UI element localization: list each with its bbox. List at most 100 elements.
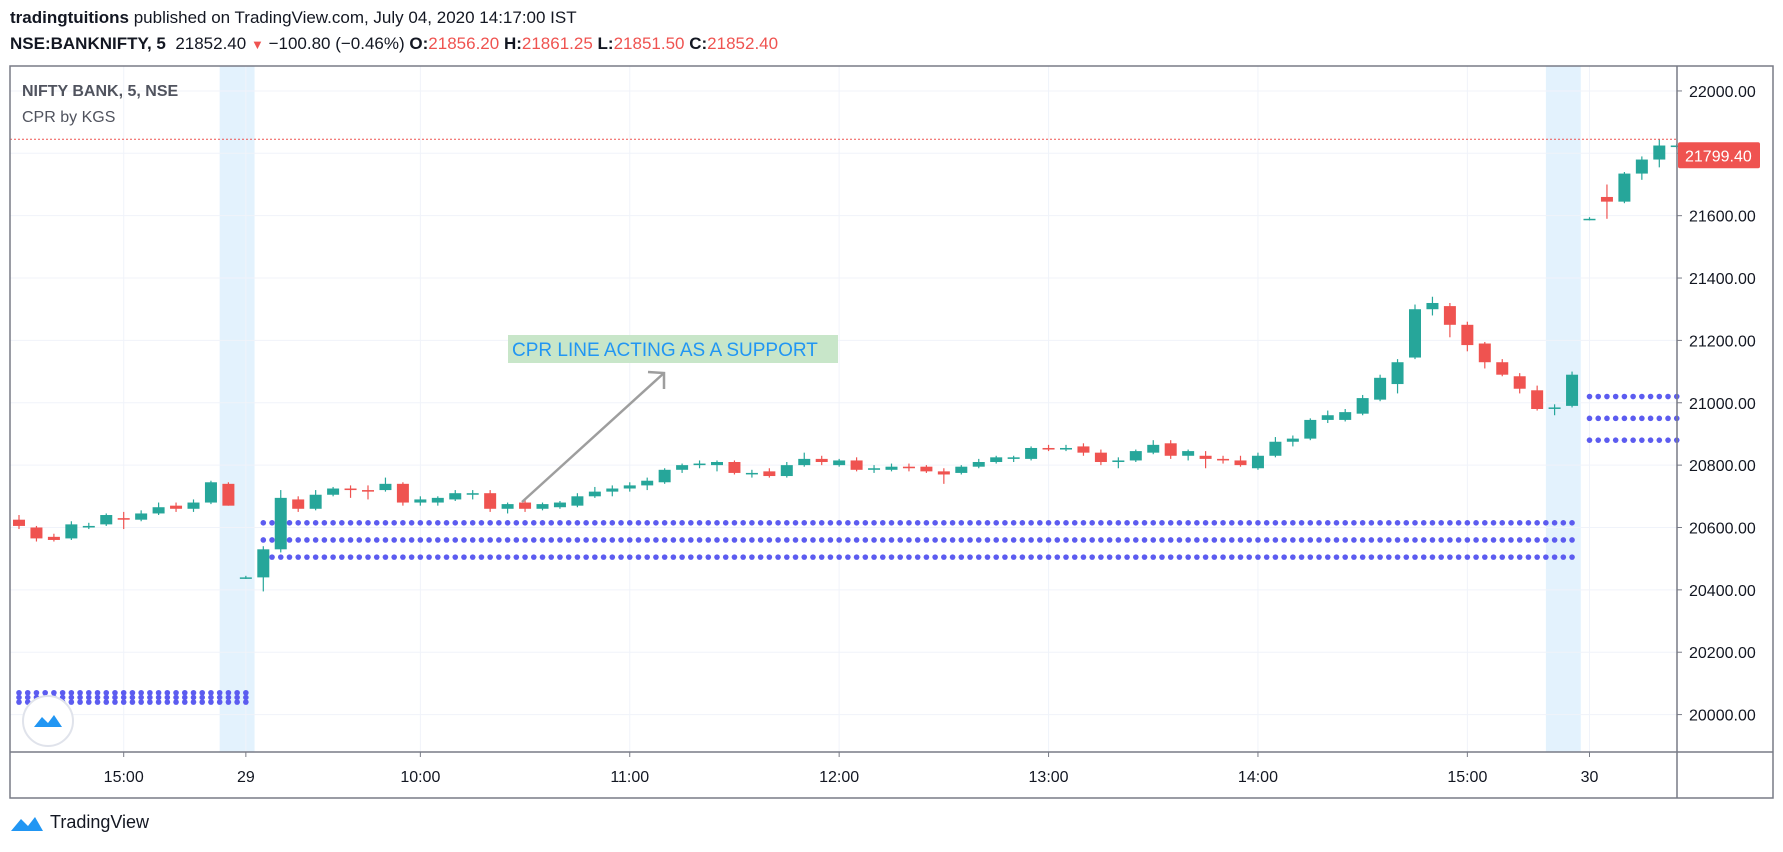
cpr-dot (1071, 520, 1078, 526)
cpr-dot (818, 520, 825, 526)
cpr-dot (225, 694, 232, 701)
cpr-dot (810, 520, 816, 526)
cpr-dot (827, 520, 834, 526)
cpr-dot (1508, 537, 1514, 543)
candle-body (990, 457, 1003, 463)
cpr-dot (373, 554, 380, 560)
cpr-dot (696, 554, 703, 560)
cpr-dot (1447, 520, 1453, 526)
footer-brand[interactable]: TradingView (10, 812, 149, 833)
cpr-dot (1333, 537, 1340, 543)
author-name[interactable]: tradingtuitions (10, 8, 129, 27)
cpr-dot (216, 694, 223, 701)
cpr-dot (1403, 554, 1410, 560)
candle (1217, 455, 1230, 464)
cpr-dot (1185, 520, 1191, 526)
cpr-dot (1499, 520, 1506, 526)
candle-body (1164, 443, 1177, 456)
cpr-dot (1002, 537, 1008, 543)
candle (82, 522, 95, 530)
candle-body (501, 504, 514, 509)
candle (1391, 359, 1404, 394)
candle (1461, 321, 1474, 352)
cpr-dot (408, 554, 415, 560)
cpr-dot (1298, 554, 1305, 560)
cpr-dot (443, 554, 450, 560)
y-tick-label: 21600.00 (1689, 209, 1756, 226)
cpr-dot (103, 699, 110, 705)
cpr-dot (1281, 520, 1287, 526)
cpr-dot (1473, 554, 1479, 560)
tradingview-logo-badge[interactable] (22, 695, 74, 747)
candle-body (1094, 452, 1107, 463)
candle-body (1443, 306, 1456, 325)
cpr-dot (775, 520, 781, 526)
cpr-dot (1647, 437, 1654, 443)
cpr-dot (1255, 537, 1261, 543)
candle-body (1566, 374, 1579, 406)
cpr-dot (94, 694, 101, 701)
candle-body (292, 499, 305, 509)
candle (431, 496, 444, 506)
candle-body (850, 460, 863, 470)
cpr-dot (321, 520, 328, 526)
cpr-dot (1508, 554, 1514, 560)
annotation-callout[interactable]: CPR LINE ACTING AS A SUPPORT (508, 335, 838, 503)
candle-body (972, 462, 985, 467)
cpr-dot (408, 520, 415, 526)
cpr-dot (722, 554, 729, 560)
cpr-dot (775, 554, 781, 560)
cpr-dot (984, 520, 991, 526)
indicator-title[interactable]: CPR by KGS (22, 109, 115, 126)
cpr-dot (1124, 537, 1130, 543)
cpr-dot (1089, 554, 1095, 560)
cpr-dot (1228, 520, 1235, 526)
cpr-dot (1185, 537, 1191, 543)
candle-body (937, 471, 950, 475)
candle-body (1304, 419, 1317, 439)
published-text: published on TradingView.com, July 04, 2… (128, 8, 577, 27)
candle-body (1635, 159, 1648, 174)
candlestick-chart[interactable]: 22000.0021800.0021600.0021400.0021200.00… (0, 0, 1783, 812)
candle-body (885, 466, 898, 470)
cpr-dot (1455, 537, 1462, 543)
candle (1304, 418, 1317, 441)
candle-body (414, 499, 427, 503)
x-tick-label: 30 (1581, 769, 1599, 786)
cpr-dot (1516, 520, 1523, 526)
cpr-dot (714, 537, 720, 543)
cpr-dot (766, 537, 773, 543)
close-label: C: (689, 34, 708, 53)
y-tick-label: 20000.00 (1689, 708, 1756, 725)
cpr-dot (949, 554, 956, 560)
x-tick-label: 10:00 (400, 769, 440, 786)
candle-body (868, 468, 881, 470)
candle-body (1478, 343, 1491, 363)
cpr-dot (557, 520, 563, 526)
candle (47, 533, 60, 542)
cpr-dot (897, 520, 904, 526)
cpr-dot (1002, 520, 1008, 526)
cpr-dot (1202, 537, 1209, 543)
cpr-dot (688, 554, 694, 560)
x-tick-label: 12:00 (819, 769, 859, 786)
cpr-dot (103, 689, 110, 696)
cpr-dot (1394, 520, 1401, 526)
cpr-dot (1342, 554, 1348, 560)
candle (379, 477, 392, 492)
cpr-dot (86, 689, 92, 696)
cpr-dot (1543, 554, 1549, 560)
cpr-dot (443, 520, 450, 526)
cpr-dot (120, 694, 127, 701)
cpr-dot (190, 689, 197, 696)
cpr-dot (897, 554, 904, 560)
candle-body (728, 462, 741, 473)
cpr-dot (1167, 520, 1174, 526)
cpr-dot (1508, 520, 1514, 526)
cpr-dot (1639, 393, 1645, 400)
cpr-dot (295, 537, 302, 543)
cpr-dot (1438, 554, 1444, 560)
cpr-dot (635, 537, 642, 543)
cpr-dot (574, 554, 581, 560)
cpr-dot (618, 554, 624, 560)
